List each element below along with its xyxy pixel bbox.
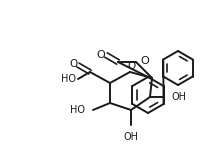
Text: O: O xyxy=(127,61,135,71)
Text: HO: HO xyxy=(61,74,75,84)
Text: O: O xyxy=(97,50,105,60)
Text: O: O xyxy=(70,59,78,69)
Text: O: O xyxy=(140,56,149,66)
Text: OH: OH xyxy=(123,132,139,142)
Text: OH: OH xyxy=(171,92,186,102)
Text: HO: HO xyxy=(70,105,85,115)
